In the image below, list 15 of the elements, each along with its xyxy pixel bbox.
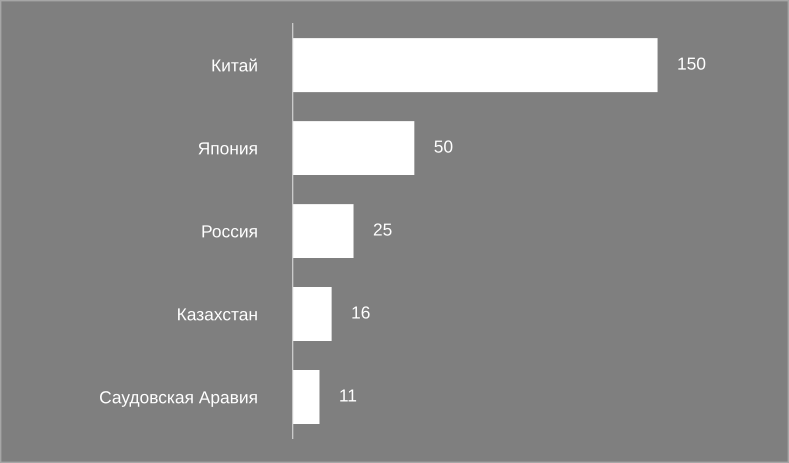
bar (292, 370, 320, 424)
data-label: 16 (352, 306, 370, 319)
bar (292, 287, 332, 341)
bar (292, 38, 658, 92)
data-label: 25 (374, 223, 392, 236)
y-tick-label: Китай (212, 58, 257, 72)
bar (292, 121, 414, 176)
data-label: 50 (434, 140, 452, 153)
y-tick-label: Россия (202, 225, 257, 238)
bar (292, 204, 354, 258)
data-label: 150 (678, 57, 706, 70)
data-label: 11 (340, 390, 356, 402)
y-tick-label: Япония (198, 142, 257, 155)
y-tick-label: Саудовская Аравия (100, 391, 257, 407)
y-tick-label: Казахстан (178, 308, 257, 320)
